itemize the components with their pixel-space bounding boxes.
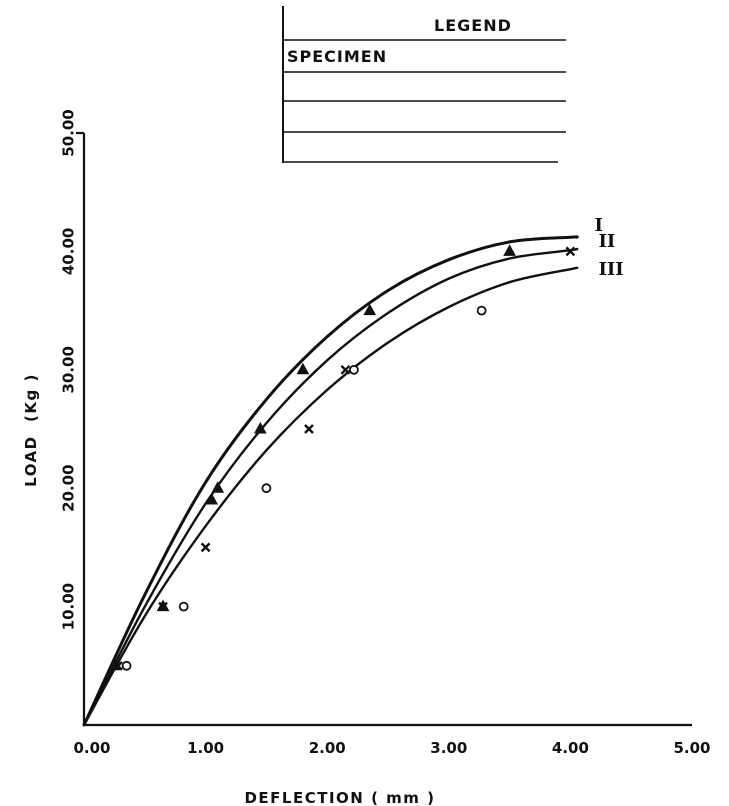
legend-header: SPECIMEN: [287, 47, 387, 66]
series-II-point: [200, 542, 211, 553]
series-I-point: [211, 481, 225, 493]
y-tick-labels: 10.00 20.00 30.00 40.00 50.00: [60, 109, 78, 630]
series-III-label: III: [598, 259, 623, 280]
series-I-point: [253, 421, 267, 434]
series-I-point: [205, 493, 219, 505]
x-tick-label: 3.00: [430, 739, 467, 757]
series-I-point: [296, 362, 310, 375]
series-I-point: [363, 303, 377, 316]
series-III-curve: [82, 266, 579, 727]
y-tick-label: 30.00: [60, 346, 78, 393]
series-curves: [82, 235, 579, 727]
series-markers: [108, 244, 576, 671]
legend-title: LEGEND: [434, 16, 512, 35]
legend: LEGEND SPECIMEN: [282, 6, 566, 163]
series-III-point: [349, 364, 359, 375]
x-tick-labels: 0.00 1.00 2.00 3.00 4.00 5.00: [73, 739, 710, 757]
x-tick-label: 2.00: [309, 739, 346, 757]
series-III-point: [178, 601, 189, 612]
y-tick-label: 20.00: [60, 464, 78, 511]
x-tick-label: 0.00: [73, 739, 110, 757]
series-II-point: [158, 601, 168, 612]
series-I-curve: [82, 235, 579, 727]
series-II-point: [113, 660, 123, 671]
y-axis-title: LOAD (Kg ): [22, 373, 40, 487]
x-tick-label: 4.00: [552, 739, 589, 757]
x-tick-label: 5.00: [673, 739, 710, 757]
series-III-point: [121, 660, 132, 671]
y-tick-label: 40.00: [60, 228, 78, 275]
series-II-point: [340, 364, 351, 375]
series-III-point: [476, 305, 487, 316]
y-tick-label: 10.00: [60, 583, 78, 630]
x-axis-title: DEFLECTION ( mm ): [244, 789, 435, 806]
series-II-point: [565, 246, 576, 257]
series-I-point: [503, 244, 516, 256]
series-II-label: II: [598, 231, 615, 252]
series-II-curve: [82, 247, 579, 727]
series-II-point: [304, 424, 314, 434]
x-tick-label: 1.00: [187, 739, 224, 757]
series-III-point: [261, 483, 272, 494]
axes: [76, 131, 692, 727]
series-I-label: I: [594, 215, 602, 236]
y-tick-label: 50.00: [60, 109, 78, 156]
